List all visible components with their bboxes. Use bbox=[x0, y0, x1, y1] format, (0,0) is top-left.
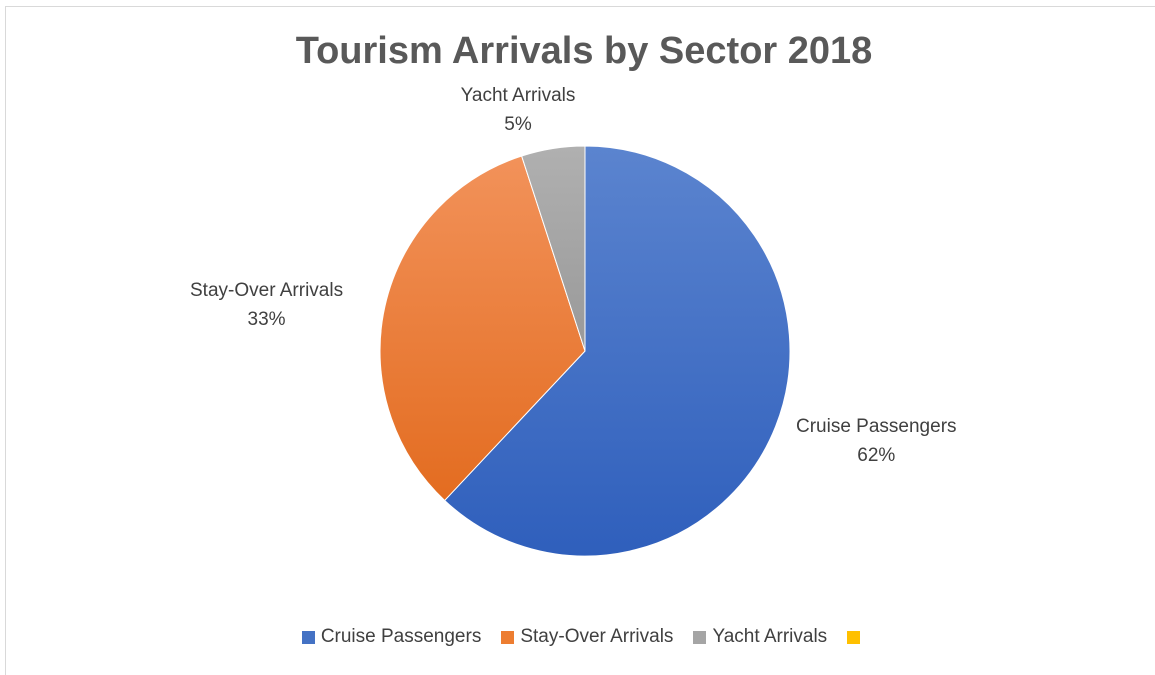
chart-border-left bbox=[5, 6, 6, 675]
chart-title: Tourism Arrivals by Sector 2018 bbox=[295, 30, 873, 72]
data-label-yacht-arrivals: Yacht Arrivals 5% bbox=[460, 85, 576, 135]
data-label-cruise-passengers: Cruise Passengers 62% bbox=[796, 416, 957, 466]
legend-item-cruise-passengers: Cruise Passengers bbox=[301, 626, 482, 648]
pie-slice-yacht-arrivals bbox=[521, 145, 586, 352]
legend-swatch-stay-over-arrivals bbox=[501, 630, 515, 644]
chart-border-top bbox=[5, 6, 1155, 7]
legend: Cruise Passengers Stay-Over Arrivals Yac… bbox=[0, 626, 1155, 648]
pie-slice-cruise-passengers bbox=[443, 145, 791, 557]
legend-swatch-yacht-arrivals bbox=[693, 630, 707, 644]
legend-item-unnamed bbox=[847, 630, 866, 644]
legend-label: Yacht Arrivals bbox=[712, 626, 828, 647]
legend-label: Cruise Passengers bbox=[320, 626, 482, 647]
legend-item-stay-over-arrivals: Stay-Over Arrivals bbox=[501, 626, 673, 648]
legend-swatch-unnamed bbox=[847, 630, 861, 644]
pie-slice-stay-over-arrivals bbox=[379, 155, 586, 502]
legend-swatch-cruise-passengers bbox=[301, 630, 315, 644]
data-label-stay-over-arrivals: Stay-Over Arrivals 33% bbox=[190, 280, 344, 330]
legend-item-yacht-arrivals: Yacht Arrivals bbox=[693, 626, 827, 648]
legend-label: Stay-Over Arrivals bbox=[520, 626, 674, 647]
